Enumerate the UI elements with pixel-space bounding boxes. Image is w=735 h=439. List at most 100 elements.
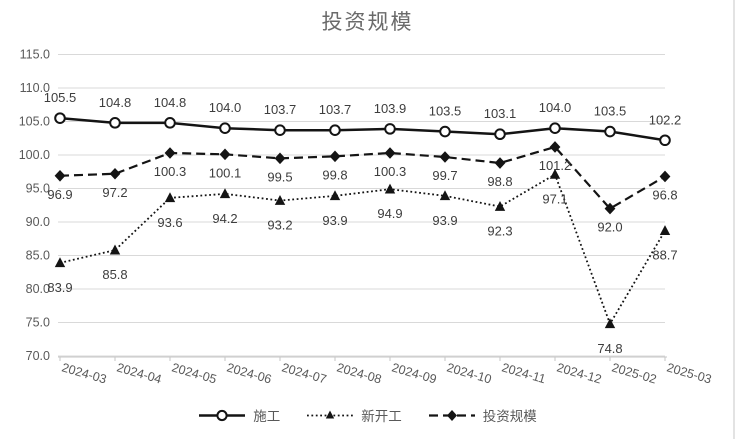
dashed-line-diamond-marker-icon <box>428 409 475 421</box>
data-label: 103.5 <box>429 104 462 119</box>
diamond-marker <box>604 202 616 215</box>
chart-title: 投资规模 <box>321 11 414 34</box>
solid-line-open-circle-marker-icon <box>199 409 246 421</box>
data-label: 104.8 <box>99 95 132 110</box>
x-axis-tick-label: 2024-05 <box>170 360 218 386</box>
series-line-dotted <box>59 173 666 326</box>
x-axis-tick-label: 2024-11 <box>500 360 547 386</box>
series-line-solid <box>59 116 666 142</box>
triangle-marker <box>329 190 341 201</box>
line-chart-plot-area: 115.0 110.0 105.0 100.0 95.0 90.0 85.0 80.0 75.0… <box>19 48 713 387</box>
triangle-marker <box>439 190 451 201</box>
data-label: 97.1 <box>542 191 567 206</box>
triangle-marker <box>54 257 66 268</box>
data-label: 101.2 <box>539 158 572 173</box>
x-axis-tick-label: 2024-04 <box>115 360 163 386</box>
diamond-marker <box>384 147 396 159</box>
dotted-line-triangle-marker-icon <box>307 410 354 418</box>
diamond-marker <box>659 170 671 183</box>
circle-marker <box>494 128 506 141</box>
y-axis-tick-label: 85.0 <box>26 249 50 263</box>
data-label: 99.8 <box>322 167 347 182</box>
circle-marker <box>384 123 396 135</box>
window-right-border <box>733 0 735 439</box>
circle-marker <box>659 134 671 147</box>
data-label: 94.9 <box>377 206 402 221</box>
x-axis-tick-label: 2024-12 <box>555 360 603 386</box>
data-label: 93.9 <box>322 213 347 228</box>
x-axis-tick-label: 2024-07 <box>280 360 328 386</box>
triangle-marker <box>549 168 561 179</box>
data-label: 93.6 <box>157 215 182 230</box>
y-axis-tick-label: 80.0 <box>26 282 50 296</box>
legend-item-xinkaigong: 新开工 <box>306 405 402 425</box>
y-axis-tick-label: 90.0 <box>26 215 50 229</box>
triangle-marker <box>219 188 231 199</box>
data-label: 103.1 <box>484 106 517 121</box>
diamond-marker <box>219 148 231 161</box>
circle-marker <box>274 124 286 137</box>
x-axis-tick-label: 2024-09 <box>390 360 438 386</box>
data-label: 93.2 <box>267 218 292 233</box>
data-label: 103.7 <box>264 102 297 117</box>
data-label: 93.9 <box>432 213 457 228</box>
diamond-marker <box>494 157 506 169</box>
data-label: 83.9 <box>47 280 72 295</box>
data-label: 94.2 <box>212 211 237 226</box>
data-label: 104.0 <box>539 100 572 115</box>
chart-legend: 施工 新开工 投资规模 <box>0 402 735 428</box>
triangle-marker <box>109 244 121 255</box>
diamond-marker <box>549 141 561 153</box>
y-axis-tick-label: 105.0 <box>19 115 50 129</box>
data-label: 105.5 <box>44 90 77 105</box>
triangle-marker <box>659 225 671 236</box>
data-label: 92.3 <box>487 224 512 239</box>
triangle-marker <box>164 192 176 203</box>
data-label: 96.9 <box>47 187 72 202</box>
y-axis-tick-label: 75.0 <box>26 316 50 330</box>
data-label: 100.3 <box>154 164 187 179</box>
y-axis-tick-label: 115.0 <box>20 48 50 62</box>
diamond-marker <box>274 152 286 165</box>
data-label: 104.8 <box>154 95 187 110</box>
circle-marker <box>604 125 616 138</box>
diamond-marker <box>329 150 341 163</box>
circle-marker <box>329 124 341 137</box>
data-label: 99.7 <box>432 168 457 183</box>
data-label: 103.7 <box>319 102 352 117</box>
diamond-marker <box>109 167 121 180</box>
circle-marker <box>109 117 121 129</box>
diamond-marker <box>439 151 451 163</box>
circle-marker <box>549 122 561 134</box>
legend-label-touzi-guimo: 投资规模 <box>482 409 537 424</box>
data-label: 88.7 <box>652 248 677 263</box>
data-label: 74.8 <box>597 341 622 356</box>
data-label: 92.0 <box>597 220 622 235</box>
x-axis-tick-label: 2025-02 <box>610 360 658 386</box>
y-axis-tick-label: 110.0 <box>20 81 50 95</box>
data-label: 99.5 <box>267 169 292 184</box>
triangle-marker <box>384 183 396 194</box>
data-label: 104.0 <box>209 100 242 115</box>
circle-marker <box>439 125 451 138</box>
y-axis-tick-label: 95.0 <box>26 182 50 196</box>
legend-label-xinkaigong: 新开工 <box>361 409 402 424</box>
data-label: 103.5 <box>594 104 627 119</box>
triangle-marker <box>494 200 506 211</box>
diamond-marker <box>54 169 66 182</box>
data-label: 96.8 <box>652 187 677 202</box>
data-label: 85.8 <box>102 267 127 282</box>
legend-item-shigong: 施工 <box>198 405 280 425</box>
triangle-marker <box>604 318 616 329</box>
x-axis-tick-label: 2024-03 <box>60 360 108 386</box>
x-axis-tick-label: 2024-06 <box>225 360 273 386</box>
circle-marker <box>164 117 176 129</box>
data-label: 98.8 <box>487 174 512 189</box>
legend-item-touzi-guimo: 投资规模 <box>428 405 537 425</box>
circle-marker <box>54 112 66 124</box>
y-axis-tick-label: 100.0 <box>19 148 50 162</box>
series-line-dashed <box>59 145 666 211</box>
x-axis-tick-label: 2024-10 <box>445 360 493 386</box>
x-axis-tick-label: 2025-03 <box>665 360 713 386</box>
x-axis-tick-label: 2024-08 <box>335 360 383 386</box>
